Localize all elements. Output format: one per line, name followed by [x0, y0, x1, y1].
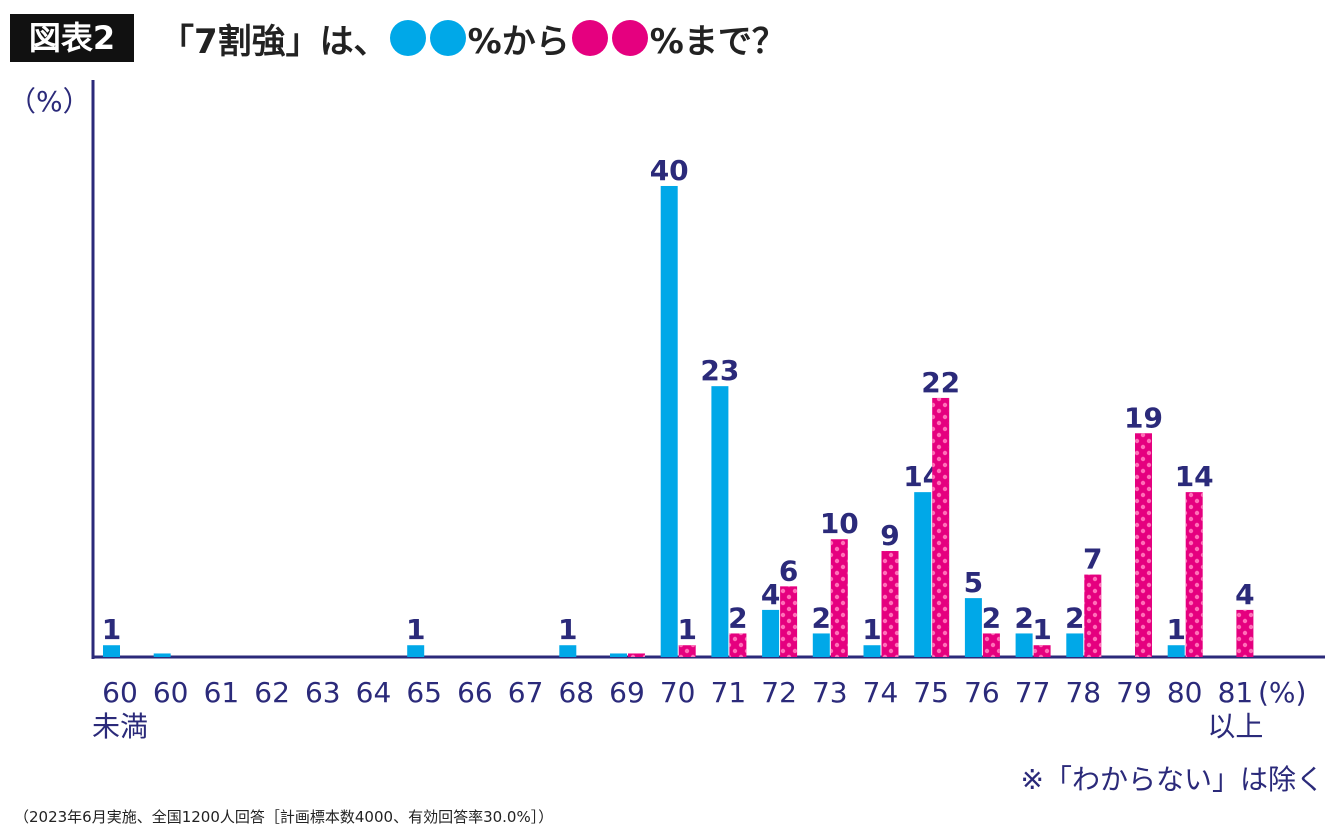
data-label: 4 [761, 578, 780, 611]
x-axis-label: (%) [1258, 676, 1307, 709]
x-tick-label: 80 [1166, 676, 1203, 709]
title: 「7割強」は、 %から %まで？ [160, 14, 786, 62]
bar-pattern [678, 645, 696, 657]
bar [660, 185, 678, 657]
bar [1015, 633, 1033, 657]
title-part: 「7割強」は、 [160, 21, 388, 62]
x-tick-label: 69 [609, 676, 645, 709]
x-tick-label: 73 [811, 676, 848, 709]
data-label: 1 [1166, 613, 1185, 646]
data-label: 5 [964, 566, 983, 599]
bar [711, 386, 729, 657]
data-label: 1 [677, 613, 696, 646]
bar-pattern [1236, 609, 1254, 657]
data-label: 14 [1175, 460, 1214, 493]
data-label: 2 [812, 601, 831, 634]
data-label: 6 [779, 554, 798, 587]
bar [153, 653, 171, 657]
bar [407, 645, 425, 657]
footnote: （2023年6月実施、全国1200人回答［計画標本数4000、有効回答率30.0… [14, 808, 554, 826]
bar-pattern [780, 586, 798, 657]
x-tick-label: 61 [203, 676, 240, 709]
data-label: 40 [650, 154, 689, 187]
data-label: 1 [1032, 613, 1051, 646]
title-part: %まで？ [649, 21, 786, 62]
bar-pattern [982, 633, 1000, 657]
x-tick-label: 63 [304, 676, 341, 709]
data-label: 7 [1083, 543, 1102, 576]
data-label: 9 [880, 519, 899, 552]
data-label: 19 [1124, 401, 1163, 434]
data-label: 2 [1014, 601, 1033, 634]
dot [611, 20, 648, 56]
data-label: 1 [406, 613, 425, 646]
x-tick-label: 78 [1065, 676, 1102, 709]
x-tick-label: 75 [913, 676, 949, 709]
bar-pattern [729, 633, 747, 657]
dot [429, 20, 466, 56]
data-label: 23 [700, 354, 739, 387]
x-tick-label: 60 未満 [91, 676, 148, 743]
bar-pattern [628, 653, 645, 657]
bar-pattern [1033, 645, 1051, 657]
x-tick-label: 77 [1014, 676, 1051, 709]
dot [389, 20, 426, 56]
data-label: 1 [862, 613, 881, 646]
bar-pattern [881, 551, 899, 657]
badge: 図表2 [10, 14, 134, 62]
x-tick-label: 66 [457, 676, 493, 709]
x-tick-label: 67 [507, 676, 544, 709]
dot [571, 20, 608, 56]
bar-pattern [1185, 492, 1203, 657]
bar-pattern [1135, 433, 1152, 657]
title-part: %から [467, 21, 570, 62]
x-tick-label: 70 [659, 676, 696, 709]
data-label: 1 [558, 613, 577, 646]
data-label: 2 [728, 601, 747, 634]
x-tick-label: 65 [406, 676, 442, 709]
bar [1167, 645, 1185, 657]
bar-pattern [1084, 574, 1102, 657]
x-tick-label: 62 [254, 676, 290, 709]
bar-pattern [932, 397, 950, 657]
x-tick-label: 68 [558, 676, 595, 709]
data-label: 4 [1235, 578, 1254, 611]
x-tick-label: 71 [710, 676, 747, 709]
x-tick-label: 79 [1116, 676, 1152, 709]
bar [812, 633, 830, 657]
bar [964, 598, 982, 657]
bar [914, 492, 932, 657]
x-tick-label: 74 [862, 676, 899, 709]
data-label: 22 [921, 366, 960, 399]
bar [103, 645, 120, 657]
bar-pattern [830, 539, 848, 657]
y-axis-label: （%） [8, 85, 91, 118]
x-tick-label: 64 [355, 676, 392, 709]
bar [863, 645, 881, 657]
x-tick-label: 72 [761, 676, 797, 709]
bar [559, 645, 577, 657]
data-label: 1 [102, 613, 121, 646]
x-tick-label: 81 以上 [1207, 676, 1264, 743]
bar [1066, 633, 1084, 657]
data-label: 2 [1065, 601, 1084, 634]
note: ※「わからない」は除く [1020, 763, 1324, 796]
x-tick-label: 60 [152, 676, 189, 709]
data-label: 2 [982, 601, 1001, 634]
x-tick-label: 76 [964, 676, 1000, 709]
bar [762, 609, 780, 657]
bar [610, 653, 627, 657]
data-label: 10 [820, 507, 859, 540]
